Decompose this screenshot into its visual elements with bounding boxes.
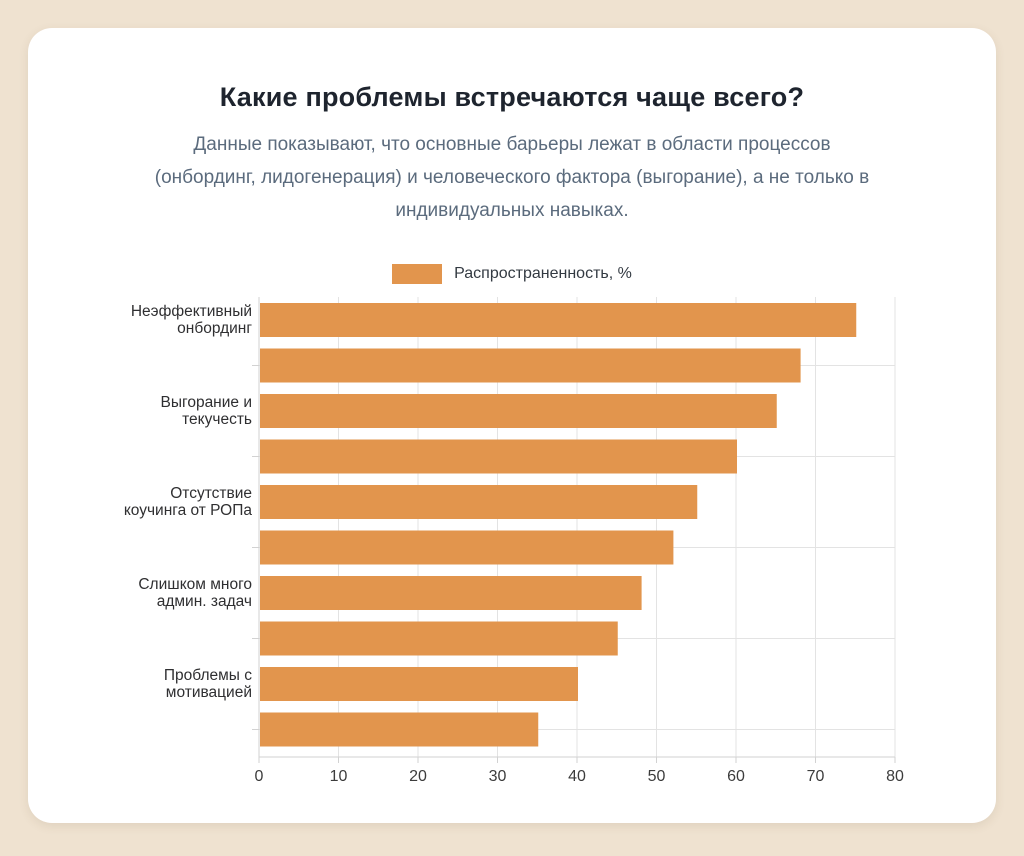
x-tick-label: 60 — [727, 768, 745, 785]
bar[interactable] — [260, 303, 857, 337]
x-tick-label: 40 — [568, 768, 586, 785]
legend-label: Распространенность, % — [454, 265, 632, 282]
category-label: Отсутствие коучинга от РОПа — [124, 485, 253, 519]
bar[interactable] — [260, 394, 777, 428]
legend-swatch — [392, 264, 443, 284]
category-label: Неэффективный онбординг — [131, 303, 253, 337]
bar[interactable] — [260, 348, 801, 383]
bar[interactable] — [260, 439, 737, 474]
category-label: Выгорание и текучесть — [161, 394, 252, 428]
bar[interactable] — [260, 621, 618, 656]
legend[interactable]: Распространенность, % — [28, 264, 996, 284]
bar-chart: 0 10 20 30 40 50 60 70 80 Неэффективный онбординг В… — [124, 297, 904, 785]
x-tick-label: 0 — [255, 768, 264, 785]
page-title: Какие проблемы встречаются чаще всего? — [219, 82, 805, 113]
x-tick-label: 50 — [648, 768, 666, 785]
bar[interactable] — [260, 530, 674, 565]
x-tick-label: 20 — [409, 768, 427, 785]
bar[interactable] — [260, 485, 698, 519]
bar[interactable] — [260, 667, 578, 701]
x-tick-label: 30 — [489, 768, 507, 785]
x-tick-label: 10 — [330, 768, 348, 785]
category-label: Слишком много админ. задач — [138, 576, 252, 610]
bar[interactable] — [260, 576, 642, 610]
page-subtitle: Данные показывают, что основные барьеры … — [92, 128, 932, 227]
x-tick-label: 70 — [807, 768, 825, 785]
subtitle-line-2: (онбординг, лидогенерация) и человеческо… — [154, 167, 870, 188]
bar[interactable] — [260, 712, 539, 747]
category-label: Проблемы с мотивацией — [164, 667, 252, 701]
subtitle-line-3: индивидуальных навыках. — [395, 200, 629, 221]
chart-card: Какие проблемы встречаются чаще всего? Д… — [28, 28, 996, 823]
subtitle-line-1: Данные показывают, что основные барьеры … — [193, 134, 831, 155]
x-tick-label: 80 — [886, 768, 904, 785]
